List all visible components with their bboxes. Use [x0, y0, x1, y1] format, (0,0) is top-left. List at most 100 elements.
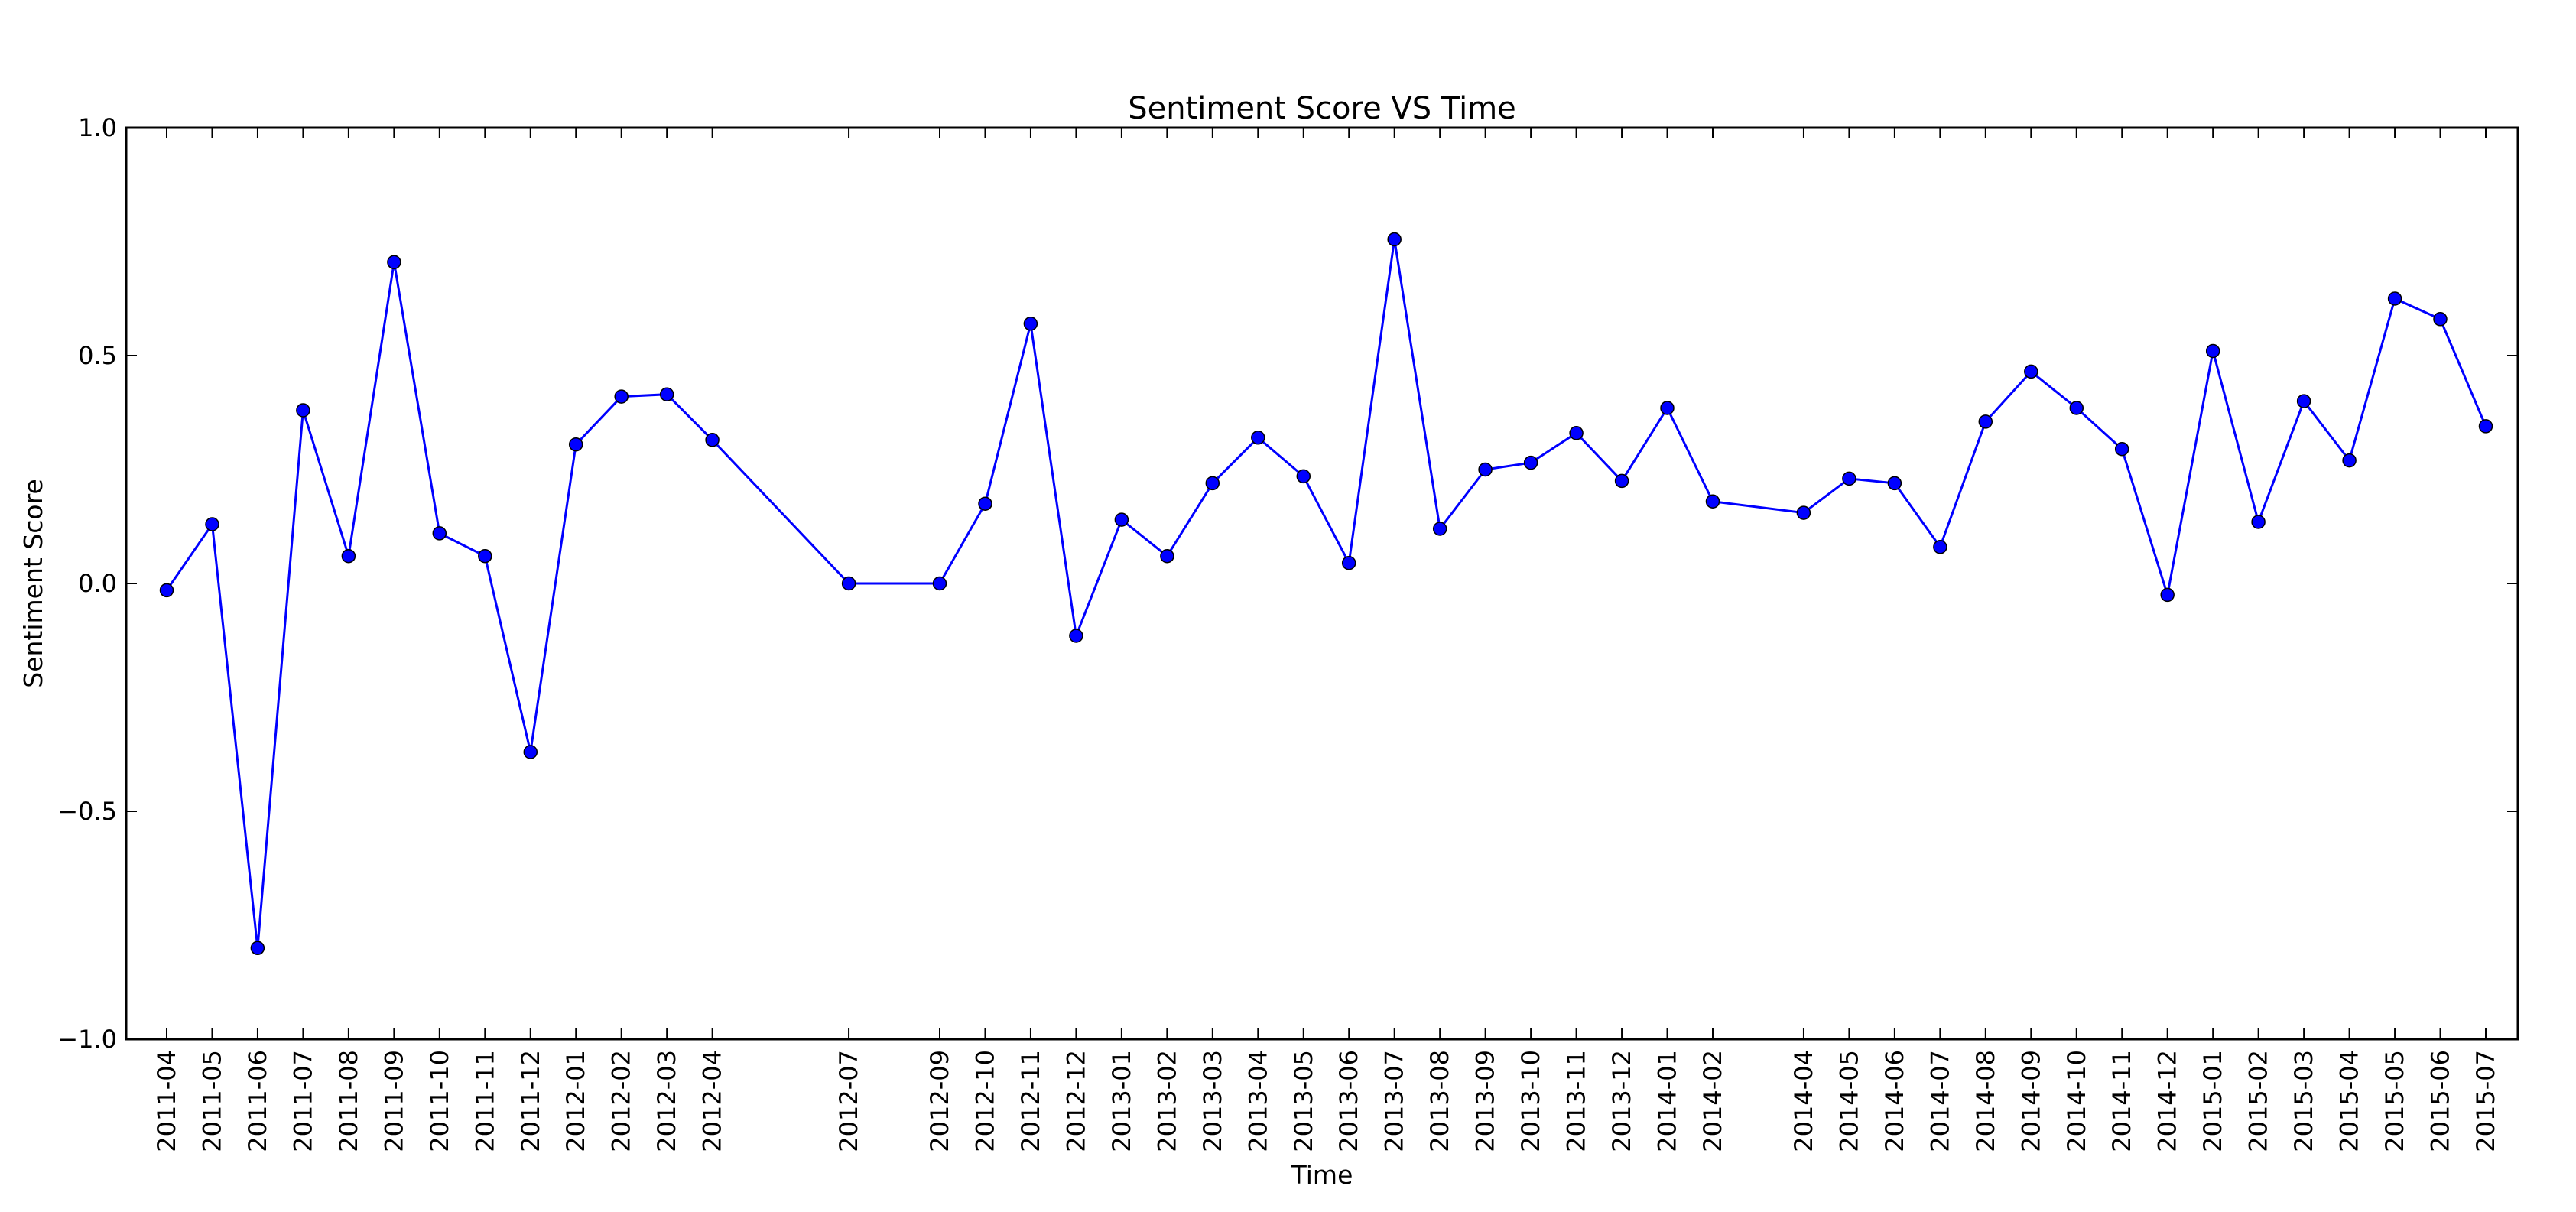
x-tick-label: 2012-10	[970, 1050, 999, 1152]
x-tick-label: 2014-10	[2062, 1050, 2091, 1152]
x-tick-label: 2011-12	[516, 1050, 545, 1152]
x-tick-label: 2013-06	[1334, 1050, 1363, 1152]
data-point	[2024, 364, 2038, 379]
x-tick-label: 2014-11	[2107, 1050, 2136, 1152]
data-point	[205, 517, 219, 531]
x-tick-label: 2012-01	[561, 1050, 590, 1152]
data-point	[1478, 462, 1493, 477]
data-point	[1660, 401, 1675, 415]
data-point	[1114, 512, 1129, 527]
data-point	[1523, 455, 1538, 470]
data-point	[2160, 587, 2175, 603]
x-tick-label: 2012-04	[698, 1050, 727, 1152]
data-point	[1614, 473, 1629, 489]
data-point	[1387, 232, 1402, 247]
x-tick-label: 2015-04	[2335, 1050, 2364, 1152]
data-point	[2296, 394, 2311, 408]
x-tick-label: 2013-11	[1562, 1050, 1591, 1152]
x-tick-label: 2015-03	[2289, 1050, 2318, 1152]
x-tick-label: 2015-05	[2380, 1050, 2409, 1152]
x-tick-label: 2015-06	[2426, 1050, 2455, 1152]
x-tick-label: 2014-01	[1653, 1050, 1682, 1152]
x-tick-label: 2011-09	[379, 1050, 408, 1152]
data-point	[2478, 419, 2493, 434]
data-point	[2387, 291, 2402, 306]
x-tick-label: 2013-09	[1471, 1050, 1500, 1152]
x-tick-label: 2014-07	[1925, 1050, 1954, 1152]
data-point	[432, 526, 447, 541]
y-tick-label: 0.0	[78, 569, 117, 598]
data-point	[1160, 548, 1174, 564]
x-tick-label: 2011-04	[152, 1050, 181, 1152]
x-tick-label: 2012-09	[925, 1050, 954, 1152]
data-point	[2205, 343, 2220, 359]
y-tick-label: 1.0	[78, 113, 117, 142]
data-point	[250, 941, 265, 956]
data-point	[1296, 469, 1311, 484]
data-point	[1205, 476, 1220, 491]
data-point	[478, 548, 492, 564]
x-tick-label: 2014-05	[1834, 1050, 1863, 1152]
chart-title: Sentiment Score VS Time	[1128, 91, 1516, 126]
x-tick-label: 2014-08	[1971, 1050, 2000, 1152]
x-tick-label: 2013-04	[1243, 1050, 1272, 1152]
series-line	[165, 239, 2487, 948]
data-point	[341, 548, 356, 564]
x-tick-label: 2013-05	[1289, 1050, 1318, 1152]
data-point	[978, 496, 992, 511]
data-point	[1796, 505, 1811, 520]
data-point	[1933, 540, 1947, 554]
x-tick-label: 2012-03	[652, 1050, 681, 1152]
data-point	[2069, 401, 2084, 415]
x-tick-label: 2014-02	[1698, 1050, 1727, 1152]
x-tick-label: 2013-02	[1152, 1050, 1181, 1152]
data-point	[1978, 414, 1993, 429]
y-tick-label: −1.0	[57, 1025, 117, 1054]
data-point	[659, 387, 674, 401]
data-point	[1251, 431, 1265, 445]
data-point	[1341, 555, 1356, 570]
x-tick-label: 2015-02	[2244, 1050, 2273, 1152]
x-tick-label: 2013-08	[1425, 1050, 1454, 1152]
x-tick-label: 2014-06	[1880, 1050, 1909, 1152]
data-point	[705, 433, 720, 447]
data-point	[1705, 494, 1720, 509]
data-point	[2114, 441, 2129, 457]
x-axis-ticks: 2011-04 2011-05 2011-06 2011-07 2011-08 2011-…	[152, 128, 2500, 1152]
x-tick-label: 2015-07	[2471, 1050, 2500, 1152]
data-point	[2251, 515, 2266, 529]
x-tick-label: 2014-12	[2153, 1050, 2182, 1152]
y-axis-ticks: −1.0 −0.5 0.0 0.5 1.0	[57, 113, 2518, 1054]
data-point	[523, 745, 538, 759]
x-tick-label: 2011-07	[288, 1050, 317, 1152]
x-tick-label: 2012-11	[1016, 1050, 1045, 1152]
data-point	[1842, 471, 1856, 486]
data-point	[1887, 476, 1902, 491]
x-tick-label: 2014-04	[1789, 1050, 1818, 1152]
data-point	[568, 437, 583, 452]
plot-frame	[125, 126, 2519, 1041]
data-point	[932, 576, 947, 591]
x-tick-label: 2015-01	[2198, 1050, 2227, 1152]
x-tick-label: 2011-05	[197, 1050, 226, 1152]
data-point	[296, 403, 310, 418]
data-point	[159, 583, 174, 598]
data-point	[2342, 453, 2357, 468]
data-point	[1023, 317, 1038, 331]
x-tick-label: 2012-02	[607, 1050, 636, 1152]
data-point	[1069, 629, 1083, 643]
y-tick-label: 0.5	[78, 341, 117, 370]
data-points	[159, 232, 2493, 956]
data-point	[841, 576, 856, 591]
x-tick-label: 2014-09	[2016, 1050, 2045, 1152]
x-tick-label: 2013-07	[1380, 1050, 1409, 1152]
x-tick-label: 2013-10	[1516, 1050, 1545, 1152]
x-tick-label: 2012-12	[1061, 1050, 1090, 1152]
data-point	[1432, 522, 1447, 536]
data-point	[1569, 426, 1584, 440]
x-axis-label: Time	[1291, 1160, 1353, 1190]
x-tick-label: 2013-12	[1607, 1050, 1636, 1152]
x-tick-label: 2013-03	[1198, 1050, 1227, 1152]
x-tick-label: 2011-06	[243, 1050, 272, 1152]
